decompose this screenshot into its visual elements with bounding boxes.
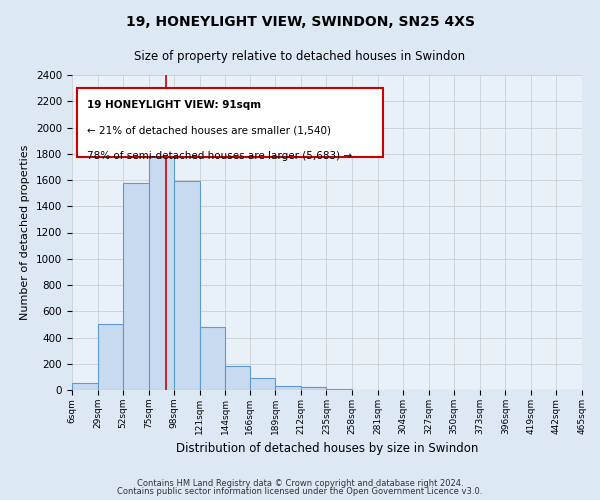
Y-axis label: Number of detached properties: Number of detached properties	[20, 145, 31, 320]
Bar	[174, 182, 200, 390]
Bar	[226, 366, 250, 390]
Text: Contains HM Land Registry data © Crown copyright and database right 2024.: Contains HM Land Registry data © Crown c…	[137, 478, 463, 488]
Bar	[123, 182, 149, 390]
Text: 19, HONEYLIGHT VIEW, SWINDON, SN25 4XS: 19, HONEYLIGHT VIEW, SWINDON, SN25 4XS	[125, 15, 475, 29]
X-axis label: Distribution of detached houses by size in Swindon: Distribution of detached houses by size …	[176, 442, 478, 456]
Text: 78% of semi-detached houses are larger (5,683) →: 78% of semi-detached houses are larger (…	[88, 150, 352, 160]
Bar	[326, 388, 352, 390]
Bar	[98, 324, 123, 390]
Bar	[72, 383, 98, 390]
Text: ← 21% of detached houses are smaller (1,540): ← 21% of detached houses are smaller (1,…	[88, 126, 331, 136]
Text: Size of property relative to detached houses in Swindon: Size of property relative to detached ho…	[134, 50, 466, 63]
Bar	[301, 388, 326, 390]
Bar	[275, 386, 301, 390]
Bar	[250, 378, 275, 390]
Text: Contains public sector information licensed under the Open Government Licence v3: Contains public sector information licen…	[118, 487, 482, 496]
FancyBboxPatch shape	[77, 88, 383, 157]
Bar	[149, 134, 174, 390]
Bar	[200, 327, 226, 390]
Text: 19 HONEYLIGHT VIEW: 91sqm: 19 HONEYLIGHT VIEW: 91sqm	[88, 100, 262, 110]
